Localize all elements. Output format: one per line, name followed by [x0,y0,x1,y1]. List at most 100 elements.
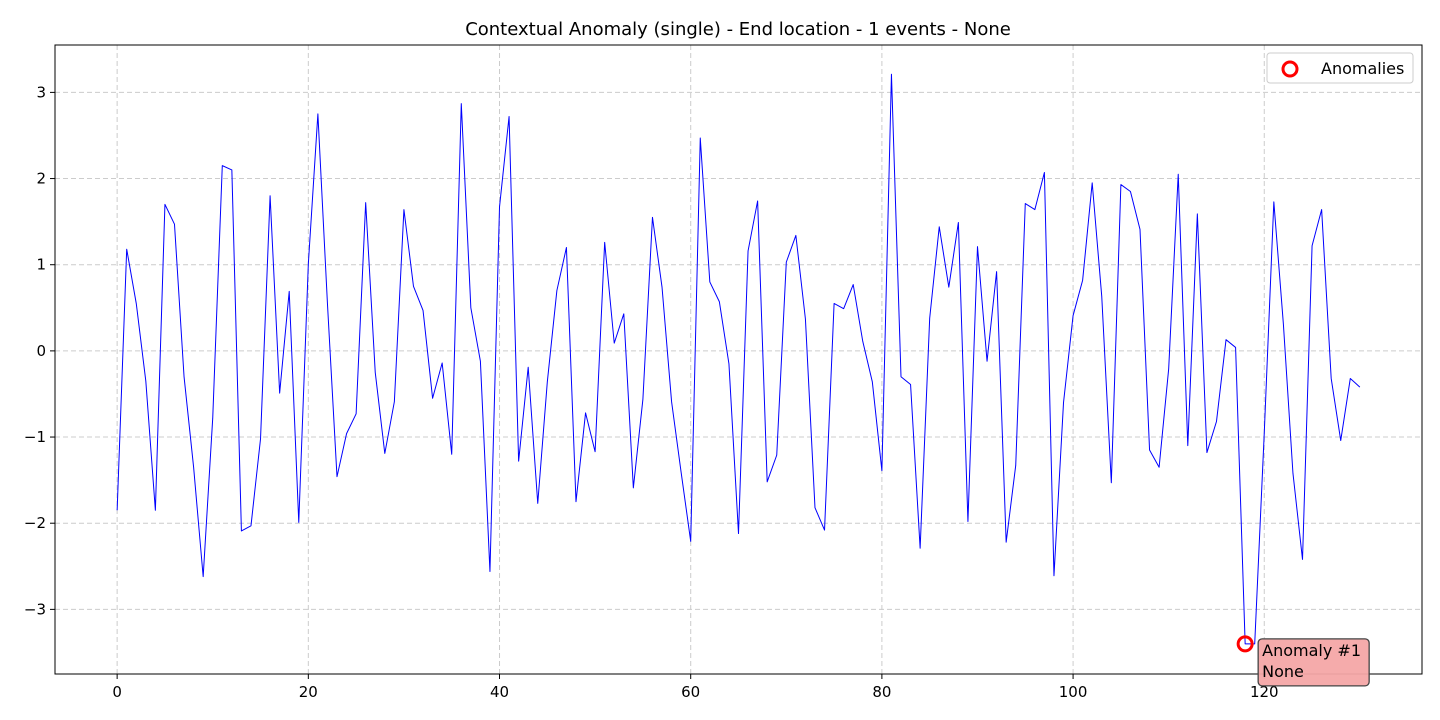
data-point [423,310,424,311]
data-point [1264,432,1265,433]
chart-title: Contextual Anomaly (single) - End locati… [465,19,1011,40]
data-point [403,209,404,210]
data-point [1034,209,1035,210]
data-point [1235,347,1236,348]
legend-marker-anomalies [1281,60,1299,78]
data-point [241,530,242,531]
data-point [633,487,634,488]
data-point [231,169,232,170]
data-point [1178,174,1179,175]
data-point [1111,482,1112,483]
annotation-layer: Anomaly #1 None [1257,638,1370,687]
data-point [461,103,462,104]
y-tick-label: −1 [24,428,46,446]
data-point [642,399,643,400]
y-tick-label: −2 [24,514,46,532]
data-point [824,530,825,531]
data-point [901,376,902,377]
anomaly-marker [1236,635,1254,653]
x-tick-label: 80 [872,683,891,701]
data-point [327,303,328,304]
data-point [1273,201,1274,202]
data-point [1359,387,1360,388]
data-point [929,318,930,319]
data-point [260,438,261,439]
data-point [145,381,146,382]
data-point [375,372,376,373]
data-point [337,476,338,477]
data-point [164,204,165,205]
data-point [575,501,576,502]
x-tick-label: 20 [299,683,318,701]
x-tick-label: 60 [681,683,700,701]
data-point [1312,245,1313,246]
data-point [690,541,691,542]
data-point [814,507,815,508]
anomaly-annotation-detail: None [1262,662,1304,681]
data-point [1006,542,1007,543]
data-point [977,246,978,247]
data-point [117,510,118,511]
data-point [480,361,481,362]
data-point [614,343,615,344]
data-point [1120,184,1121,185]
data-point [1073,315,1074,316]
data-point [853,284,854,285]
data-point [1254,643,1255,644]
data-point [184,376,185,377]
data-point [776,455,777,456]
data-point [346,433,347,434]
data-point [222,165,223,166]
data-point [910,384,911,385]
anomaly-annotation-box [1257,638,1370,687]
data-point [786,262,787,263]
legend-box [1266,52,1414,84]
data-point [595,451,596,452]
y-tick-label: 1 [36,256,46,274]
data-point [671,401,672,402]
data-point [1140,229,1141,230]
data-point [308,263,309,264]
data-point [174,224,175,225]
data-point [394,401,395,402]
y-tick-label: −3 [24,600,46,618]
data-point [967,521,968,522]
data-point [556,290,557,291]
data-point [719,301,720,302]
data-point [1302,559,1303,560]
plot-frame [54,44,1423,675]
data-point [585,412,586,413]
data-point [566,247,567,248]
data-point [509,116,510,117]
data-point [270,195,271,196]
data-point [948,287,949,288]
data-point [1159,467,1160,468]
data-point [155,510,156,511]
data-point [499,206,500,207]
data-point [547,381,548,382]
y-tick-label: 2 [36,170,46,188]
data-point [1044,172,1045,173]
data-point [1092,182,1093,183]
data-point [1130,191,1131,192]
data-point [470,307,471,308]
data-point [298,522,299,523]
x-tick-label: 40 [490,683,509,701]
data-point [1053,575,1054,576]
data-point [1331,378,1332,379]
data-point [1283,324,1284,325]
series-line [116,73,1361,645]
data-point [317,113,318,114]
data-point [1321,209,1322,210]
data-point [862,341,863,342]
anomaly-layer [1236,635,1254,653]
data-point [1101,296,1102,297]
data-point [834,303,835,304]
y-tick-label: 0 [36,342,46,360]
data-point [1197,213,1198,214]
data-point [432,398,433,399]
x-tick-label: 0 [112,683,122,701]
data-point [136,303,137,304]
